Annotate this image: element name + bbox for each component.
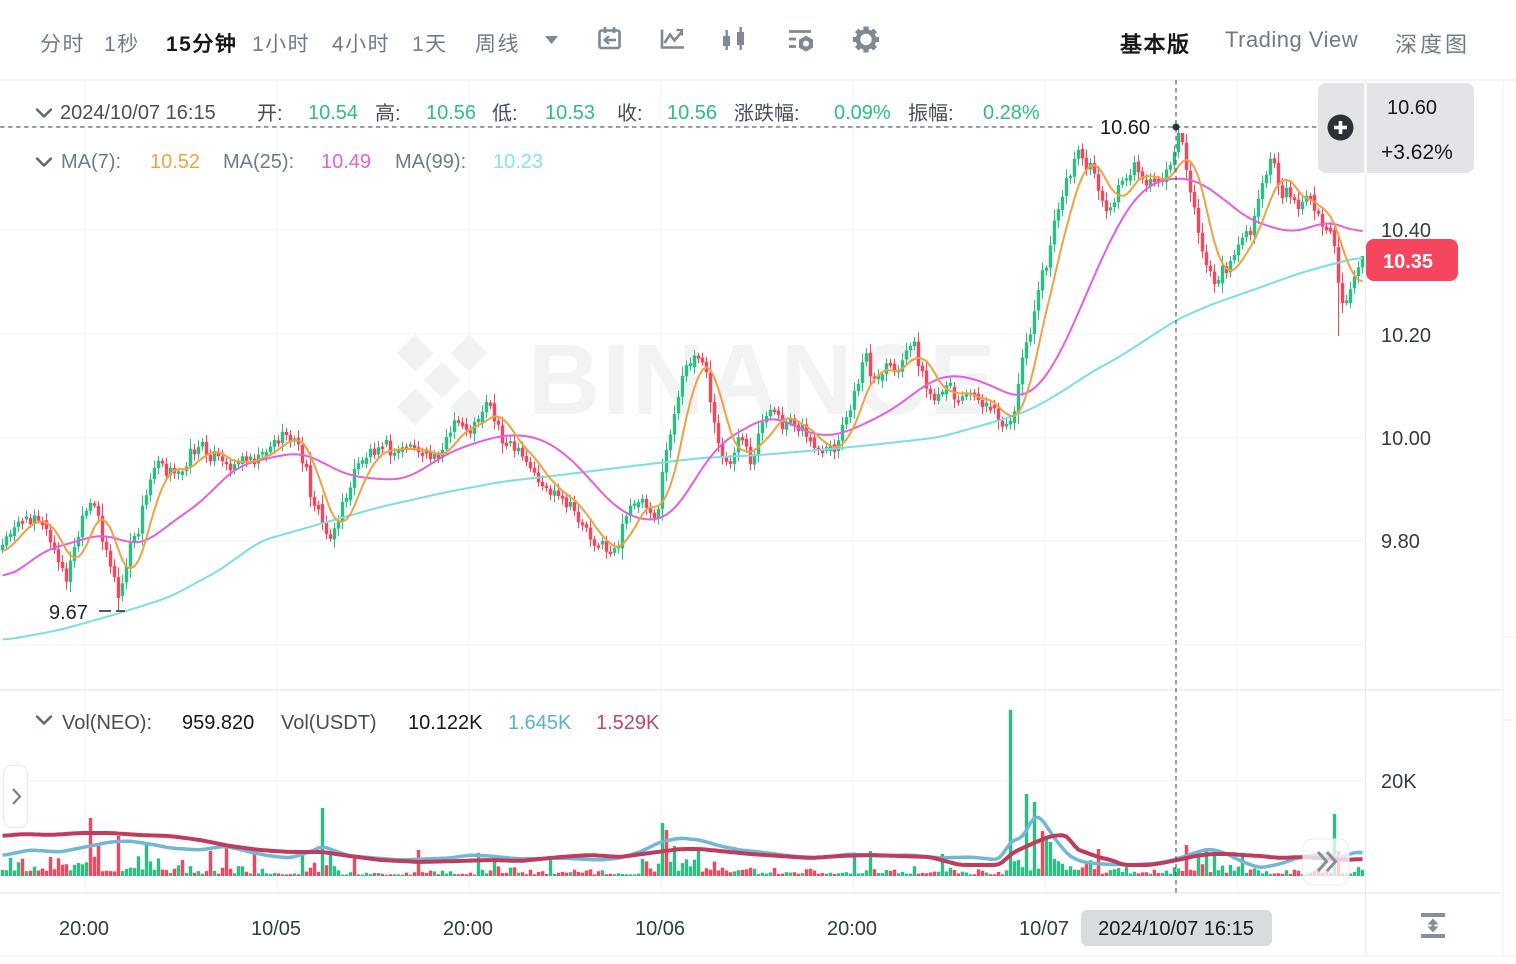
svg-text:2024/10/07 16:15: 2024/10/07 16:15: [1098, 918, 1254, 940]
svg-text:10.00: 10.00: [1381, 428, 1431, 450]
svg-text:9.80: 9.80: [1381, 531, 1420, 553]
svg-text:10.60: 10.60: [1387, 97, 1437, 119]
svg-text:10/05: 10/05: [251, 918, 301, 940]
svg-text:20:00: 20:00: [443, 918, 493, 940]
svg-text:+3.62%: +3.62%: [1381, 141, 1453, 164]
svg-text:20:00: 20:00: [827, 918, 877, 940]
svg-text:20:00: 20:00: [59, 918, 109, 940]
svg-text:10/07: 10/07: [1019, 918, 1069, 940]
svg-text:20K: 20K: [1381, 771, 1417, 793]
svg-text:10.40: 10.40: [1381, 220, 1431, 242]
svg-text:10.60: 10.60: [1100, 117, 1150, 139]
svg-text:9.67: 9.67: [49, 602, 88, 624]
svg-text:10.20: 10.20: [1381, 325, 1431, 347]
svg-text:10.35: 10.35: [1383, 251, 1433, 273]
svg-text:10/06: 10/06: [635, 918, 685, 940]
